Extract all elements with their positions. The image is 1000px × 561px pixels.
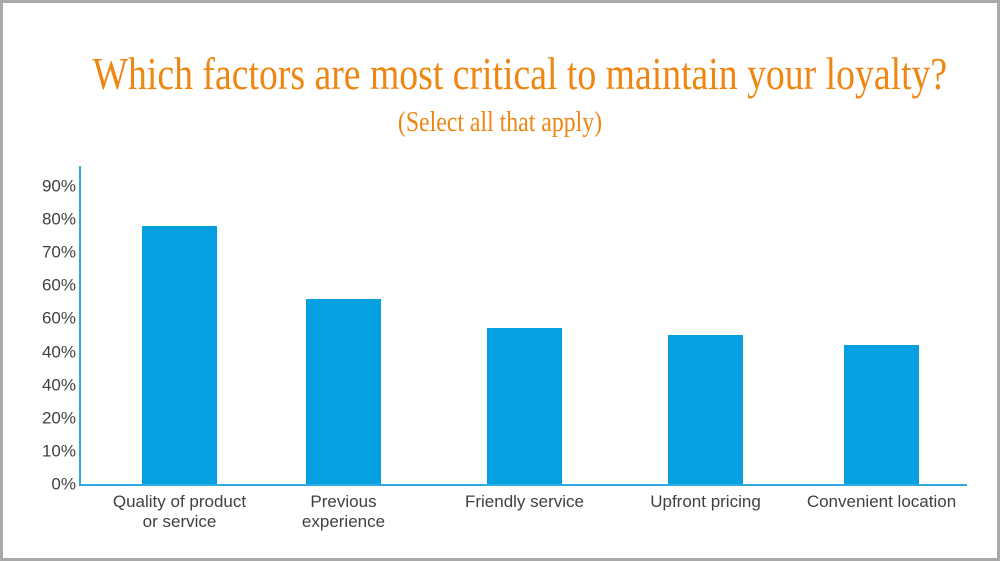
plot-area: 90% 80% 70% 60% 60% 40% 40% 20% 10% 0% Quality of …	[42, 166, 967, 531]
bar-2	[306, 298, 381, 484]
x-axis-line	[80, 484, 967, 486]
bar-4	[668, 334, 743, 484]
category-label-1: Quality of product or service	[112, 492, 247, 531]
y-tick-label: 70%	[41, 242, 76, 262]
bar-5	[844, 344, 919, 484]
category-label-2: Previous experience	[301, 492, 386, 531]
y-tick-label: 20%	[41, 408, 76, 428]
y-tick-label: 90%	[41, 176, 76, 196]
y-tick-label: 10%	[41, 441, 76, 461]
y-tick-label: 40%	[41, 342, 76, 361]
bar-1	[142, 225, 217, 484]
chart-title: Which factors are most critical to maint…	[92, 48, 948, 99]
category-label-4: Upfront pricing	[650, 492, 761, 511]
y-tick-label: 40%	[41, 375, 76, 395]
y-tick-label: 80%	[41, 209, 76, 229]
y-axis-line	[79, 166, 81, 486]
bar-3	[487, 328, 562, 484]
chart-subtitle: (Select all that apply)	[397, 107, 603, 138]
y-tick-label: 0%	[51, 474, 76, 494]
y-tick-label: 60%	[41, 308, 76, 328]
category-label-5: Convenient location	[806, 492, 957, 511]
category-label-3: Friendly service	[464, 492, 585, 511]
y-tick-label: 60%	[41, 275, 76, 295]
